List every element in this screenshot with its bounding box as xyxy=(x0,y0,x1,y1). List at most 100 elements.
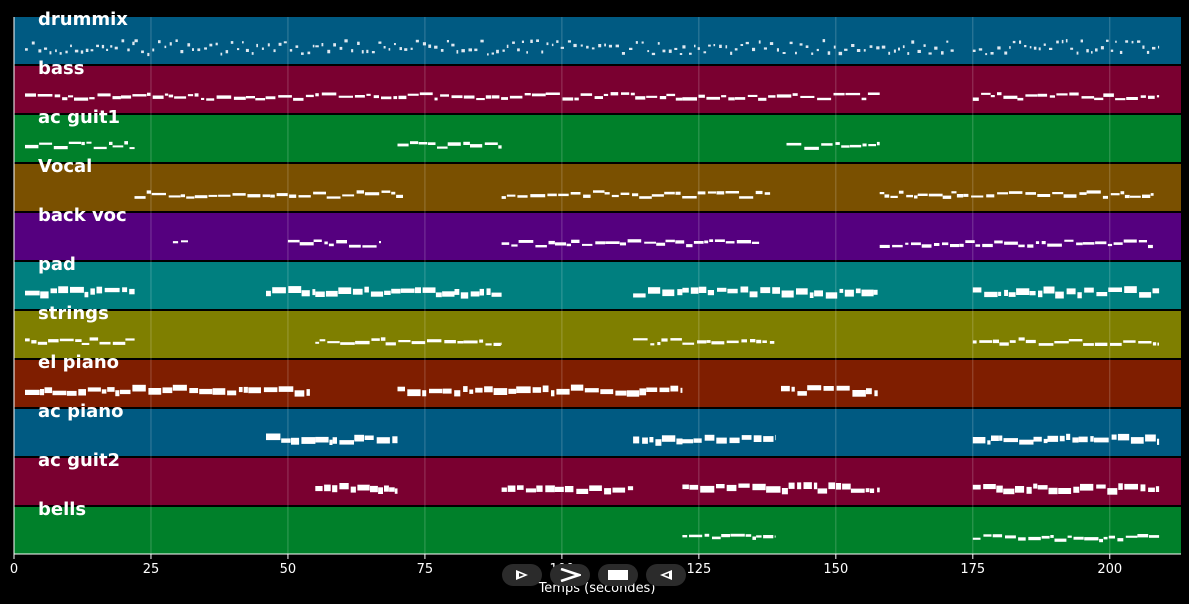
note xyxy=(675,240,685,244)
note xyxy=(1103,93,1114,97)
note xyxy=(498,145,502,149)
track-label: ac piano xyxy=(38,401,123,422)
note xyxy=(580,93,593,96)
fast-forward-button[interactable] xyxy=(550,564,590,586)
stop-button[interactable] xyxy=(598,564,638,586)
note xyxy=(555,242,567,246)
track-notes-6 xyxy=(25,337,1159,346)
note xyxy=(997,46,1001,50)
note xyxy=(180,194,185,198)
note xyxy=(487,53,489,56)
note xyxy=(825,292,838,299)
note xyxy=(1004,289,1008,296)
note xyxy=(651,52,656,56)
note xyxy=(1003,488,1015,495)
note-segment xyxy=(633,435,683,446)
note xyxy=(112,145,124,148)
note xyxy=(766,486,781,493)
note xyxy=(521,40,524,43)
note xyxy=(148,388,162,395)
note xyxy=(604,488,612,495)
note xyxy=(997,192,1008,195)
note xyxy=(262,194,271,198)
note xyxy=(999,342,1009,346)
note xyxy=(357,41,360,45)
note xyxy=(1110,193,1120,196)
note xyxy=(480,39,484,43)
note xyxy=(884,194,890,198)
note xyxy=(682,196,697,199)
note xyxy=(90,288,95,295)
note xyxy=(332,485,338,493)
note xyxy=(44,47,48,50)
note xyxy=(506,44,509,48)
note xyxy=(429,388,443,394)
note xyxy=(107,387,115,392)
track-label: bells xyxy=(38,499,86,520)
note xyxy=(1061,39,1064,44)
track-labels: drummix bass ac guit1 Vocal back voc pad strin… xyxy=(38,9,128,520)
note xyxy=(706,96,720,100)
note-segment xyxy=(315,483,398,494)
note xyxy=(600,389,614,395)
note xyxy=(134,39,138,43)
note xyxy=(661,435,676,442)
note xyxy=(299,242,314,246)
note xyxy=(1069,92,1079,96)
note xyxy=(517,195,528,198)
note xyxy=(187,94,194,97)
note xyxy=(1142,45,1145,49)
note xyxy=(158,40,161,44)
note xyxy=(370,485,378,493)
note xyxy=(383,46,386,49)
note xyxy=(385,342,396,346)
note xyxy=(78,389,86,396)
note xyxy=(656,242,666,246)
note-segment xyxy=(25,39,135,55)
note-segment xyxy=(633,338,682,346)
note xyxy=(635,41,638,44)
note xyxy=(283,41,287,44)
note xyxy=(682,342,695,345)
note xyxy=(380,337,386,341)
note xyxy=(502,49,505,52)
note xyxy=(697,47,700,50)
note xyxy=(338,95,353,98)
play-button[interactable] xyxy=(502,564,542,586)
note xyxy=(758,40,761,44)
note xyxy=(25,389,40,395)
note xyxy=(862,143,867,147)
note xyxy=(855,288,861,294)
note xyxy=(828,482,835,490)
note-segment xyxy=(315,337,502,346)
note xyxy=(399,47,402,51)
note xyxy=(266,433,281,441)
note xyxy=(501,487,507,492)
x-tick-label: 0 xyxy=(10,562,18,577)
note xyxy=(635,96,646,100)
note xyxy=(971,195,984,198)
note xyxy=(1084,287,1094,293)
note xyxy=(1016,288,1030,295)
note xyxy=(1137,40,1141,43)
note xyxy=(1066,433,1071,440)
note xyxy=(397,386,405,392)
note xyxy=(693,241,704,244)
note xyxy=(570,192,581,195)
note xyxy=(675,97,683,101)
note xyxy=(364,286,369,293)
rewind-button[interactable] xyxy=(646,564,686,586)
note xyxy=(1131,40,1134,44)
note xyxy=(950,244,960,248)
note xyxy=(295,45,299,48)
note xyxy=(1119,50,1123,54)
track-label: strings xyxy=(38,303,109,324)
note xyxy=(512,41,515,44)
note xyxy=(1107,488,1118,495)
note xyxy=(611,194,619,198)
note-segment xyxy=(501,239,760,248)
note xyxy=(764,192,771,195)
note xyxy=(25,93,36,97)
note xyxy=(698,286,707,293)
note xyxy=(1130,437,1144,444)
